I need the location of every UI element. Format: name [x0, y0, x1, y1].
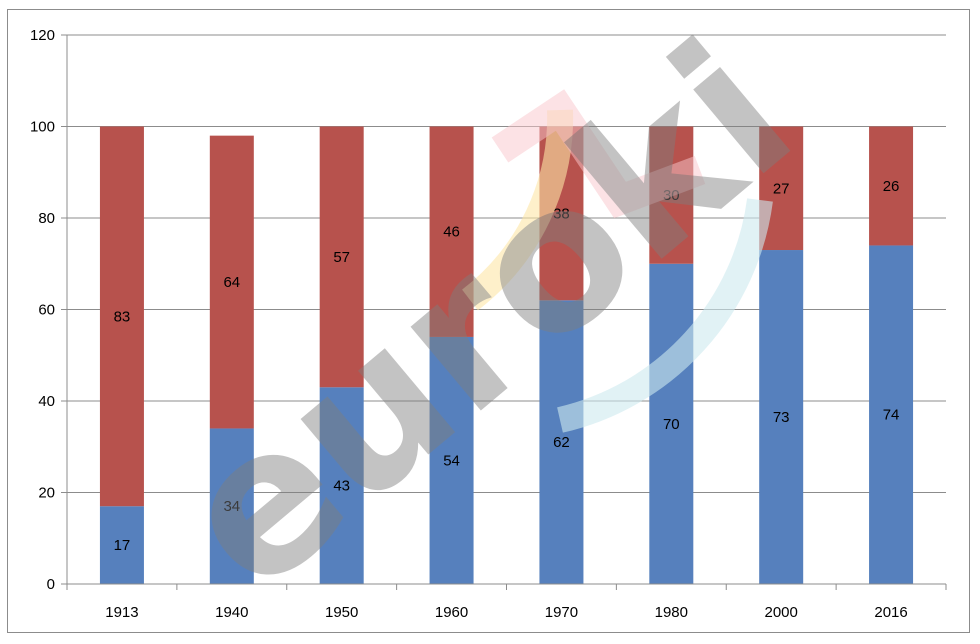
data-label: 34	[223, 498, 240, 515]
data-label: 83	[114, 308, 131, 325]
x-tick-label: 2016	[874, 604, 907, 621]
data-label: 62	[553, 434, 570, 451]
bar-segment-lower	[99, 506, 144, 584]
x-tick-label: 1960	[435, 604, 468, 621]
bar-segment-upper	[99, 126, 144, 507]
bar-segment-upper	[869, 126, 914, 246]
y-tick-label: 0	[47, 576, 55, 593]
bar-segment-upper	[429, 126, 474, 337]
data-label: 73	[773, 409, 790, 426]
y-tick-label: 80	[38, 210, 55, 227]
bar-segment-lower	[649, 263, 694, 584]
bar-segment-upper	[319, 126, 364, 388]
data-label: 74	[883, 407, 900, 424]
data-label: 54	[443, 452, 460, 469]
data-label: 70	[663, 416, 680, 433]
data-label: 38	[553, 205, 570, 222]
x-tick-label: 2000	[765, 604, 798, 621]
chart-frame	[7, 9, 970, 633]
bar-segment-lower	[869, 245, 914, 584]
bar-segment-lower	[209, 428, 254, 584]
y-tick-label: 100	[30, 119, 55, 136]
data-label: 46	[443, 224, 460, 241]
bar-segment-lower	[429, 336, 474, 584]
data-label: 26	[883, 178, 900, 195]
x-tick-label: 1970	[545, 604, 578, 621]
bar-segment-upper	[209, 135, 254, 429]
axes: 0 20 40 60 80 100 120 1913 1940 1950 1960 1970 1980 2…	[30, 27, 947, 621]
x-tick-label: 1913	[105, 604, 138, 621]
data-label: 43	[333, 478, 350, 495]
y-tick-label: 60	[38, 302, 55, 319]
data-label: 17	[114, 537, 131, 554]
data-label: 27	[773, 180, 790, 197]
y-tick-label: 20	[38, 485, 55, 502]
x-tick-label: 1980	[655, 604, 688, 621]
y-tick-label: 120	[30, 27, 55, 44]
y-tick-label: 40	[38, 393, 55, 410]
bar-segment-lower	[539, 300, 584, 584]
bar-segment-lower	[319, 387, 364, 584]
x-tick-label: 1950	[325, 604, 358, 621]
data-label: 57	[333, 249, 350, 266]
data-label: 64	[223, 274, 240, 291]
bar-segment-lower	[759, 250, 804, 584]
x-tick-label: 1940	[215, 604, 248, 621]
